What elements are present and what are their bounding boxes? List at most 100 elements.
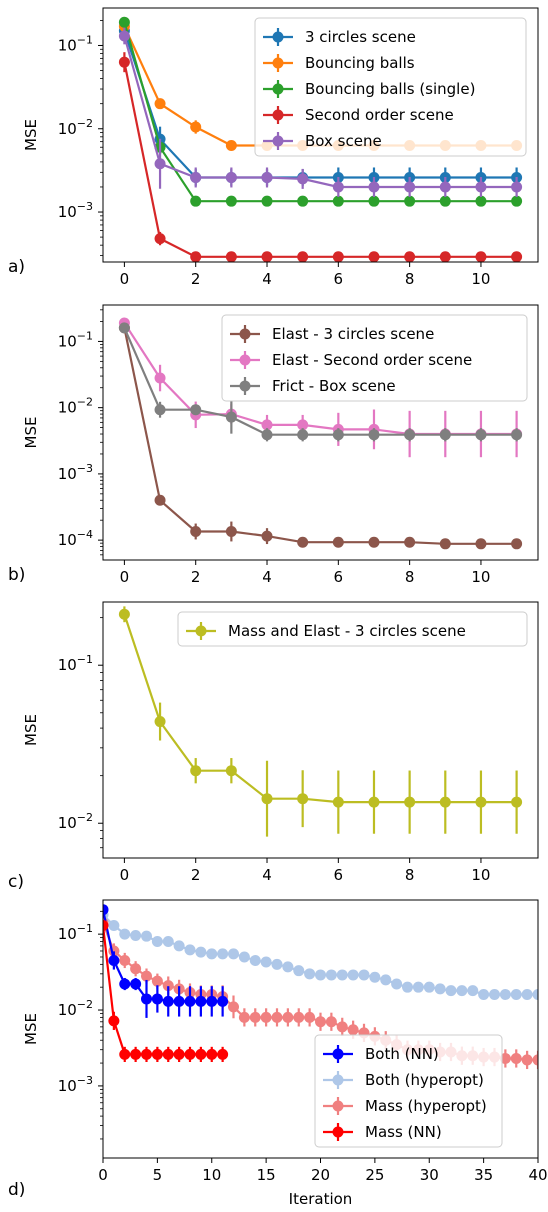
data-point <box>445 985 457 997</box>
x-tick-label: 8 <box>405 866 415 884</box>
legend-marker <box>272 83 284 95</box>
data-point <box>130 929 142 941</box>
legend-marker <box>332 1048 344 1060</box>
data-point <box>261 419 273 431</box>
data-point <box>456 985 468 997</box>
legend-item: 3 circles scene <box>263 28 416 46</box>
legend-item: Both (hyperopt) <box>323 1071 484 1089</box>
data-point <box>475 429 487 441</box>
x-tick-label: 10 <box>471 270 490 288</box>
data-point <box>173 995 185 1007</box>
y-tick-label: 10−1 <box>58 922 93 943</box>
y-tick-label: 10−1 <box>58 329 93 350</box>
x-tick-label: 30 <box>420 1166 439 1184</box>
series-bouncing-balls-single- <box>118 16 523 207</box>
data-point <box>282 1011 294 1023</box>
data-point <box>184 944 196 956</box>
data-point <box>260 1011 272 1023</box>
data-point <box>336 969 348 981</box>
series-both-hyperopt- <box>103 909 538 1001</box>
series-line <box>123 35 517 189</box>
data-point <box>228 948 239 960</box>
data-point <box>521 1054 533 1066</box>
legend-item: Bouncing balls (single) <box>263 80 475 98</box>
data-point <box>332 536 344 548</box>
data-point <box>225 195 237 207</box>
legend-box <box>254 17 527 157</box>
data-point <box>190 404 202 416</box>
data-point <box>304 968 316 980</box>
x-tick-label: 10 <box>202 1166 221 1184</box>
x-tick-label: 35 <box>474 1166 493 1184</box>
x-tick-label: 4 <box>262 866 272 884</box>
data-point <box>119 928 131 940</box>
data-point <box>162 995 174 1007</box>
data-point <box>511 538 523 550</box>
data-point <box>423 981 435 993</box>
y-axis-label: MSE <box>22 1013 40 1045</box>
y-axis-label: MSE <box>22 119 40 151</box>
data-point <box>404 251 416 262</box>
series-mass-nn- <box>103 920 229 1063</box>
x-tick-label: 6 <box>334 270 344 288</box>
data-point <box>173 1048 185 1060</box>
legend-label: 3 circles scene <box>305 28 416 46</box>
data-point <box>103 904 109 916</box>
legend-label: Frict - Box scene <box>272 377 396 395</box>
data-point <box>154 494 166 506</box>
data-point <box>380 974 392 986</box>
data-point <box>162 936 174 948</box>
y-tick-label: 10−3 <box>58 200 93 221</box>
legend-marker <box>195 625 207 637</box>
data-point <box>217 995 229 1007</box>
data-point <box>297 251 309 262</box>
data-point <box>332 181 344 193</box>
data-point <box>108 954 120 966</box>
series-mass-and-elast-3-circles-scene <box>118 606 523 837</box>
data-point <box>154 372 166 384</box>
data-point <box>368 195 380 207</box>
data-point <box>118 608 130 620</box>
data-point <box>249 954 261 966</box>
x-tick-label: 10 <box>471 866 490 884</box>
legend-box <box>177 611 528 647</box>
data-point <box>195 1048 207 1060</box>
legend-label: Box scene <box>305 132 382 150</box>
y-tick-label: 10−2 <box>58 117 93 138</box>
data-point <box>510 989 522 1001</box>
panel-label: c) <box>8 872 24 892</box>
data-point <box>118 56 130 68</box>
y-tick-label: 10−1 <box>58 653 93 674</box>
data-point <box>332 195 344 207</box>
y-tick-label: 10−1 <box>58 33 93 54</box>
data-point <box>261 793 273 805</box>
legend-item: Box scene <box>263 132 382 150</box>
legend-item: Frict - Box scene <box>230 377 396 395</box>
data-point <box>499 1052 511 1064</box>
axes-frame <box>102 899 539 1159</box>
data-point <box>347 1024 359 1036</box>
data-point <box>141 993 152 1005</box>
x-axis-label: Iteration <box>289 1190 353 1208</box>
data-point <box>141 930 152 942</box>
data-point <box>368 796 380 808</box>
x-tick-label: 6 <box>334 568 344 586</box>
data-point <box>439 429 451 441</box>
y-axis-label: MSE <box>22 714 40 746</box>
y-tick-label: 10−4 <box>58 528 93 549</box>
legend-item: Mass (hyperopt) <box>323 1097 487 1115</box>
axes-frame <box>102 7 539 263</box>
data-point <box>297 536 309 548</box>
data-point <box>154 98 166 110</box>
x-tick-label: 2 <box>191 568 201 586</box>
legend-item: Mass (NN) <box>323 1123 442 1141</box>
data-point <box>475 181 487 193</box>
series-both-nn- <box>103 904 229 1018</box>
legend-marker <box>239 328 251 340</box>
data-point <box>225 171 237 183</box>
data-point <box>297 429 309 441</box>
data-point <box>475 538 487 550</box>
panel-3: 10−2 10−1 0 2 4 6 8 10 MSE c) Mass and Elast - 3 c… <box>8 601 539 892</box>
legend: Both (NN) Both (hyperopt) Mass (hyperopt) M… <box>314 1034 503 1148</box>
data-point <box>195 946 207 958</box>
